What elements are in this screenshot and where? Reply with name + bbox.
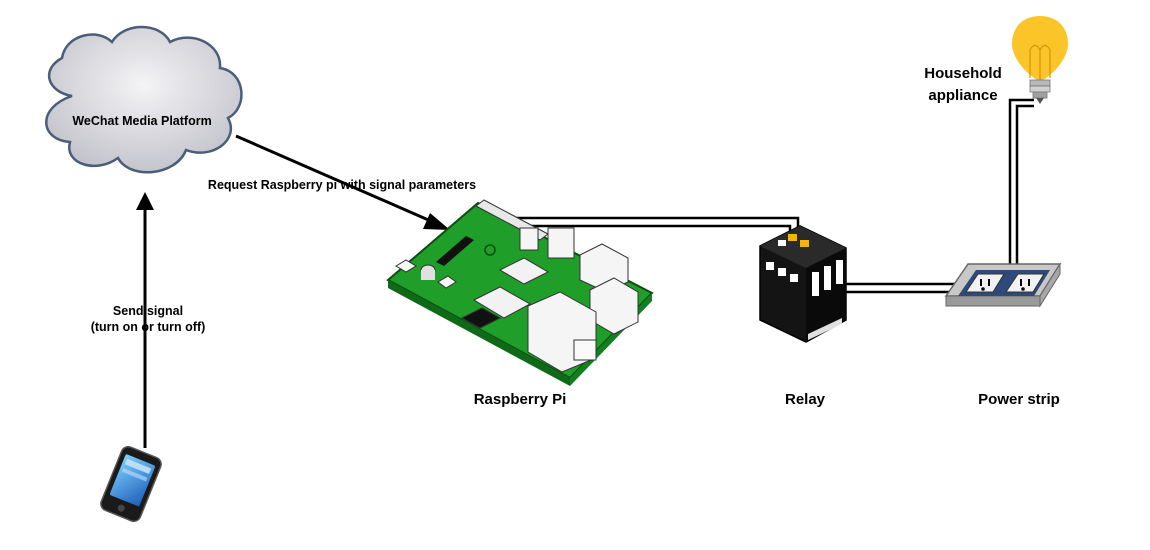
raspberry-pi-label: Raspberry Pi <box>474 391 567 408</box>
relay-icon <box>760 226 846 342</box>
cloud-to-pi-label: Request Raspberry pi with signal paramet… <box>208 178 476 192</box>
light-bulb-icon <box>1012 16 1068 104</box>
household-appliance-label: Household <box>924 65 1002 82</box>
wire-power-strip-to-appliance <box>1010 100 1034 290</box>
cloud-label: WeChat Media Platform <box>72 114 211 128</box>
household-appliance-sub-label: appliance <box>928 87 997 104</box>
relay-label: Relay <box>785 391 826 408</box>
send-signal-sub-label: (turn on or turn off) <box>91 320 206 334</box>
power-strip-label: Power strip <box>978 391 1060 408</box>
smartphone-icon <box>99 445 163 524</box>
cloud-icon <box>46 27 241 172</box>
power-outlet-icon <box>946 264 1060 306</box>
send-signal-label: Send signal <box>113 304 183 318</box>
